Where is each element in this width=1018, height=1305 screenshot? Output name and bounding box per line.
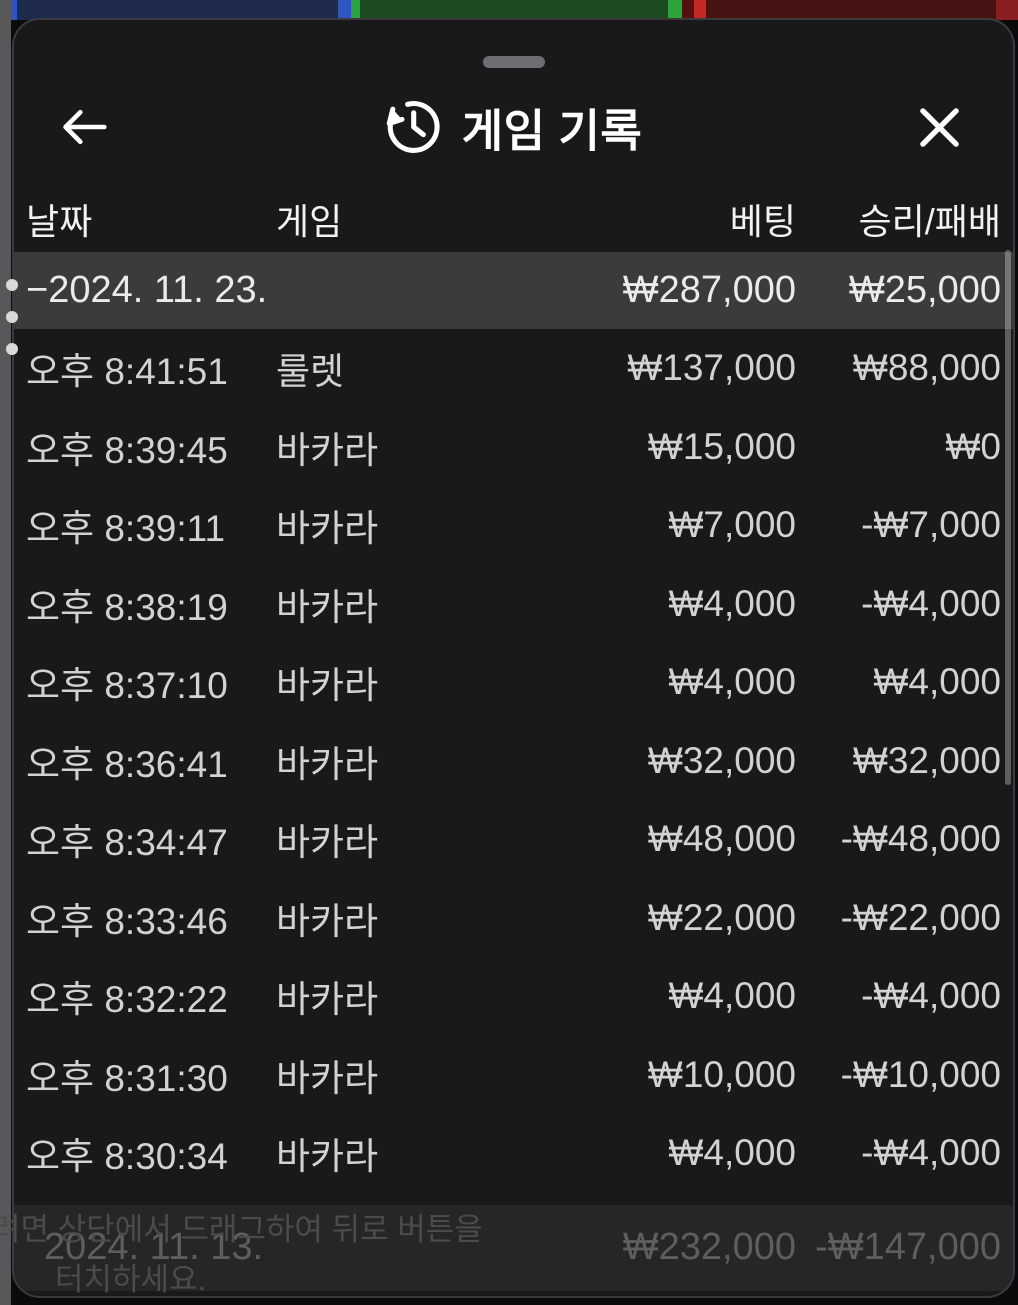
summary-bet: ₩287,000 bbox=[622, 269, 796, 311]
row-time: 오후 8:41:51 bbox=[26, 351, 228, 393]
summary-date: 2024. 11. 13. bbox=[44, 1226, 264, 1268]
background-roulette-strip bbox=[0, 0, 1018, 20]
summary-bet: ₩232,000 bbox=[622, 1226, 796, 1268]
row-time: 오후 8:38:19 bbox=[26, 586, 228, 628]
row-game: 바카라 bbox=[276, 1136, 379, 1178]
game-history-sheet: 게임 기록 날짜 게임 베팅 승리/패배 −2024. 11. 23. ₩287… bbox=[12, 18, 1015, 1298]
row-bet: ₩10,000 bbox=[647, 1053, 796, 1095]
table-row: 오후 8:31:30 바카라 ₩10,000 -₩10,000 bbox=[14, 1036, 1013, 1115]
table-row: 오후 8:37:10 바카라 ₩4,000 ₩4,000 bbox=[14, 643, 1013, 722]
row-game: 바카라 bbox=[276, 586, 379, 628]
row-bet: ₩15,000 bbox=[647, 425, 796, 467]
row-game: 룰렛 bbox=[276, 351, 345, 393]
table-row: 오후 8:33:46 바카라 ₩22,000 -₩22,000 bbox=[14, 879, 1013, 958]
summary-date: −2024. 11. 23. bbox=[26, 269, 268, 311]
next-day-summary-row[interactable]: 2024. 11. 13. ₩232,000 -₩147,000 bbox=[14, 1204, 1013, 1291]
drag-handle-area bbox=[14, 20, 1013, 68]
column-bet: 베팅 bbox=[729, 201, 796, 242]
row-time: 오후 8:31:30 bbox=[26, 1057, 228, 1099]
summary-winloss: ₩25,000 bbox=[848, 269, 1001, 311]
back-button[interactable] bbox=[60, 104, 108, 150]
history-rows: 오후 8:41:51 룰렛 ₩137,000 ₩88,000 오후 8:39:4… bbox=[14, 329, 1013, 1193]
row-winloss: -₩4,000 bbox=[861, 582, 1001, 624]
row-winloss: ₩4,000 bbox=[873, 661, 1001, 703]
row-bet: ₩7,000 bbox=[668, 504, 796, 546]
drag-handle[interactable] bbox=[482, 56, 545, 68]
modal-header: 게임 기록 bbox=[14, 68, 1013, 186]
row-bet: ₩4,000 bbox=[668, 661, 796, 703]
row-time: 오후 8:33:46 bbox=[26, 900, 228, 942]
history-icon bbox=[386, 101, 440, 153]
row-bet: ₩32,000 bbox=[647, 739, 796, 781]
row-bet: ₩4,000 bbox=[668, 975, 796, 1017]
row-time: 오후 8:39:45 bbox=[26, 429, 228, 471]
close-icon bbox=[920, 107, 959, 147]
table-row: 오후 8:41:51 룰렛 ₩137,000 ₩88,000 bbox=[14, 329, 1013, 408]
table-row: 오후 8:39:45 바카라 ₩15,000 ₩0 bbox=[14, 408, 1013, 487]
row-winloss: -₩10,000 bbox=[840, 1053, 1001, 1095]
row-time: 오후 8:30:34 bbox=[26, 1136, 228, 1178]
row-winloss: -₩48,000 bbox=[840, 818, 1001, 860]
row-time: 오후 8:37:10 bbox=[26, 665, 228, 707]
row-bet: ₩4,000 bbox=[668, 582, 796, 624]
day-summary-row[interactable]: −2024. 11. 23. ₩287,000 ₩25,000 bbox=[14, 252, 1013, 329]
table-row: 오후 8:36:41 바카라 ₩32,000 ₩32,000 bbox=[14, 722, 1013, 801]
row-bet: ₩22,000 bbox=[647, 896, 796, 938]
row-game: 바카라 bbox=[276, 665, 379, 707]
row-winloss: ₩32,000 bbox=[852, 739, 1001, 781]
table-row: 오후 8:34:47 바카라 ₩48,000 -₩48,000 bbox=[14, 800, 1013, 879]
column-date: 날짜 bbox=[26, 201, 93, 242]
row-bet: ₩137,000 bbox=[627, 347, 796, 389]
dot-icon bbox=[6, 343, 18, 355]
table-row: 오후 8:38:19 바카라 ₩4,000 -₩4,000 bbox=[14, 565, 1013, 644]
dot-icon bbox=[6, 311, 18, 323]
table-row: 오후 8:30:34 바카라 ₩4,000 -₩4,000 bbox=[14, 1114, 1013, 1193]
dot-icon bbox=[6, 279, 18, 291]
table-row: 오후 8:39:11 바카라 ₩7,000 -₩7,000 bbox=[14, 486, 1013, 565]
row-winloss: ₩88,000 bbox=[852, 347, 1001, 389]
row-game: 바카라 bbox=[276, 508, 379, 550]
table-column-headers: 날짜 게임 베팅 승리/패배 bbox=[14, 186, 1013, 252]
modal-title-group: 게임 기록 bbox=[385, 95, 643, 160]
row-bet: ₩4,000 bbox=[668, 1132, 796, 1174]
row-time: 오후 8:32:22 bbox=[26, 979, 228, 1021]
back-arrow-icon bbox=[63, 109, 107, 145]
row-winloss: -₩7,000 bbox=[861, 504, 1001, 546]
row-game: 바카라 bbox=[276, 429, 379, 471]
row-time: 오후 8:36:41 bbox=[26, 743, 228, 785]
row-winloss: -₩4,000 bbox=[861, 1132, 1001, 1174]
row-winloss: ₩0 bbox=[945, 425, 1002, 467]
row-bet: ₩48,000 bbox=[647, 818, 796, 860]
column-winloss: 승리/패배 bbox=[858, 201, 1001, 242]
background-left-strip bbox=[0, 0, 11, 1305]
row-time: 오후 8:39:11 bbox=[26, 508, 226, 550]
page-indicator-dots bbox=[6, 279, 18, 355]
row-game: 바카라 bbox=[276, 743, 379, 785]
row-game: 바카라 bbox=[276, 900, 379, 942]
table-row: 오후 8:32:22 바카라 ₩4,000 -₩4,000 bbox=[14, 957, 1013, 1036]
column-game: 게임 bbox=[276, 201, 343, 242]
row-winloss: -₩22,000 bbox=[840, 896, 1001, 938]
row-game: 바카라 bbox=[276, 1057, 379, 1099]
scrollbar-thumb[interactable] bbox=[1005, 250, 1011, 785]
page-title: 게임 기록 bbox=[461, 105, 643, 157]
row-game: 바카라 bbox=[276, 979, 379, 1021]
summary-winloss: -₩147,000 bbox=[815, 1226, 1001, 1268]
row-winloss: -₩4,000 bbox=[861, 975, 1001, 1017]
row-game: 바카라 bbox=[276, 822, 379, 864]
close-button[interactable] bbox=[918, 106, 961, 149]
row-time: 오후 8:34:47 bbox=[26, 822, 228, 864]
